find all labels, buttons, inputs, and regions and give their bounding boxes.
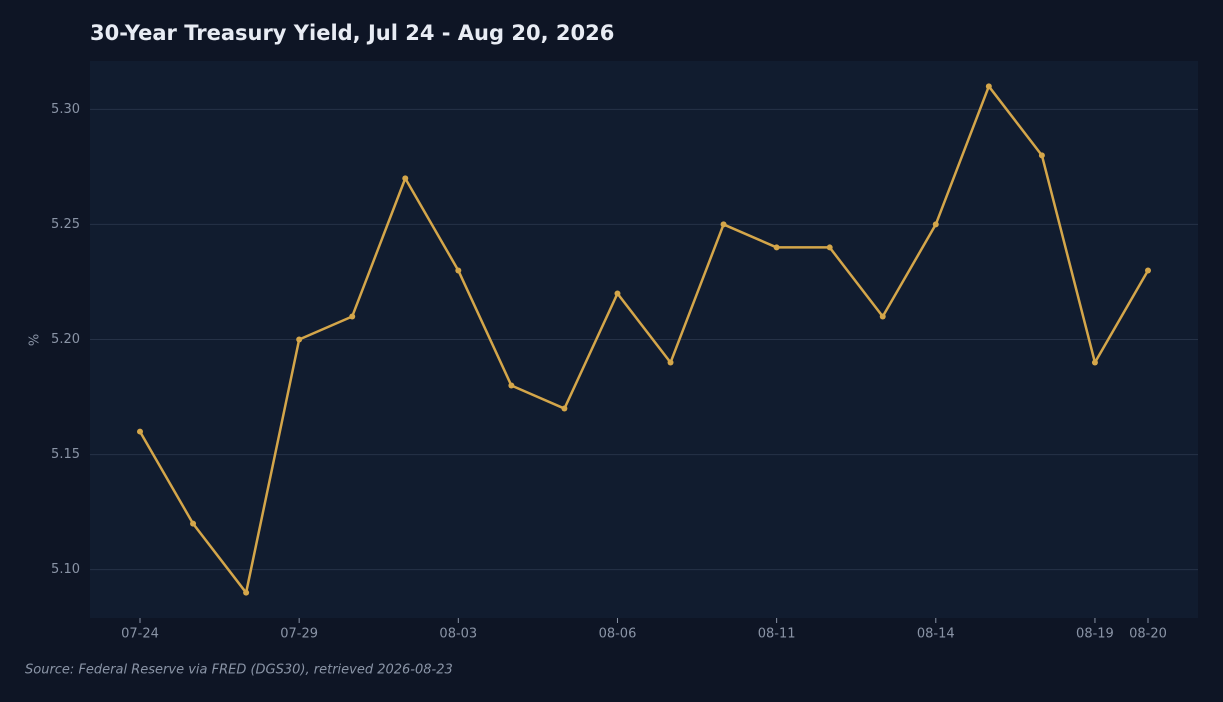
point: [243, 589, 250, 596]
point: [190, 520, 197, 527]
point: [349, 313, 356, 320]
y-tick-label: 5.20: [51, 332, 80, 347]
line: [138, 85, 1150, 594]
y-axis-label: %: [28, 334, 43, 346]
point: [985, 83, 992, 90]
x-tick-label: 08-14: [917, 627, 955, 642]
point: [773, 244, 780, 251]
point: [455, 267, 462, 274]
point: [667, 359, 674, 366]
point: [720, 221, 727, 228]
point: [561, 405, 568, 412]
point: [137, 428, 143, 435]
x-tick-label: 07-29: [280, 627, 318, 642]
y-tick-label: 5.25: [51, 217, 80, 232]
y-tick-label: 5.10: [51, 562, 80, 577]
point: [296, 336, 303, 343]
point: [402, 175, 409, 182]
point: [614, 290, 621, 297]
point: [1145, 267, 1151, 274]
x-tick-label: 08-19: [1076, 627, 1114, 642]
source-note: Source: Federal Reserve via FRED (DGS30)…: [25, 663, 453, 678]
y-tick-label: 5.15: [51, 447, 80, 462]
x-tick-label: 08-20: [1129, 627, 1167, 642]
point: [508, 382, 515, 389]
x-tick-label: 08-03: [439, 627, 477, 642]
point: [879, 313, 886, 320]
point: [826, 244, 833, 251]
y-tick-label: 5.30: [51, 102, 80, 117]
x-tick-label: 07-24: [121, 627, 159, 642]
point: [1038, 152, 1045, 159]
chart-title: 30-Year Treasury Yield, Jul 24 - Aug 20,…: [90, 21, 614, 45]
point: [1091, 359, 1098, 366]
point: [932, 221, 939, 228]
x-tick-label: 08-11: [758, 627, 796, 642]
x-tick-label: 08-06: [599, 627, 637, 642]
